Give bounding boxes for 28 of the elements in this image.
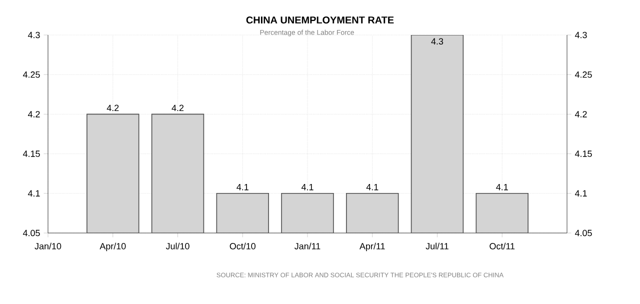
y-tick-label: 4.1	[28, 190, 40, 196]
y2-tick-label: 4.25	[574, 71, 592, 78]
y2-tick-label: 4.3	[574, 32, 587, 38]
data-label: 4.1	[496, 184, 508, 190]
x-tick-label: Jul/11	[426, 242, 448, 250]
chart-title: CHINA UNEMPLOYMENT RATE	[246, 16, 394, 24]
x-tick-label: Jan/10	[34, 242, 62, 250]
data-label: 4.3	[431, 38, 444, 45]
y2-tick-label: 4.15	[574, 150, 592, 157]
x-tick-label: Apr/11	[360, 242, 385, 252]
x-tick-label: Oct/10	[230, 242, 256, 250]
data-label: 4.1	[366, 184, 378, 190]
data-label: 4.1	[301, 184, 314, 190]
data-label: 4.2	[172, 104, 184, 111]
x-tick-label: Apr/10	[100, 242, 126, 252]
y-tick-label: 4.2	[28, 111, 40, 118]
y-tick-label: 4.3	[28, 32, 40, 38]
y2-tick-label: 4.05	[574, 230, 592, 236]
x-tick-label: Jul/10	[166, 242, 190, 250]
y2-tick-label: 4.1	[574, 190, 587, 196]
x-tick-label: Oct/11	[490, 242, 515, 250]
y2-tick-label: 4.2	[574, 111, 587, 118]
y-tick-label: 4.05	[22, 230, 40, 236]
data-label: 4.2	[106, 104, 119, 111]
y-tick-label: 4.25	[22, 71, 40, 78]
data-label: 4.1	[236, 184, 248, 190]
y-tick-label: 4.15	[22, 150, 40, 157]
x-tick-label: Jan/11	[294, 242, 320, 250]
